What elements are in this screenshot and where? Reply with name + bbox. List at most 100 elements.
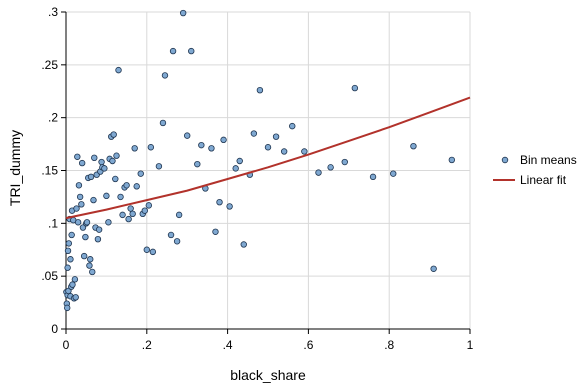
data-point-66 <box>141 207 148 214</box>
data-point-43 <box>98 158 105 166</box>
data-point-88 <box>226 203 233 210</box>
data-point-78 <box>179 9 187 17</box>
data-point-19 <box>73 205 80 212</box>
data-point-89 <box>232 165 239 172</box>
x-axis-title: black_share <box>230 367 306 383</box>
y-tick-label-3: .15 <box>41 164 58 178</box>
y-tick-label-0: 0 <box>51 322 58 336</box>
data-point-98 <box>289 122 296 130</box>
data-point-24 <box>78 201 85 208</box>
x-tick-label-5: 1 <box>467 338 474 352</box>
data-point-41 <box>95 226 103 233</box>
data-point-101 <box>327 164 334 171</box>
y-tick-label-5: .25 <box>41 58 58 72</box>
data-point-82 <box>198 141 205 149</box>
data-point-69 <box>147 144 155 151</box>
x-tick-label-2: .4 <box>223 338 233 352</box>
data-point-81 <box>194 160 201 168</box>
data-point-46 <box>103 192 110 200</box>
data-point-55 <box>117 193 124 201</box>
linear-fit-line <box>65 96 471 220</box>
data-point-59 <box>125 215 132 223</box>
data-point-4 <box>64 264 71 271</box>
data-point-94 <box>256 86 264 94</box>
y-tick-label-4: .2 <box>48 111 58 125</box>
data-point-97 <box>280 148 288 155</box>
x-tick-label-3: .6 <box>303 338 313 352</box>
data-point-28 <box>82 233 89 241</box>
data-point-93 <box>250 130 258 137</box>
data-point-67 <box>143 246 150 253</box>
x-tick-label-4: .8 <box>384 338 394 352</box>
data-point-107 <box>430 265 437 272</box>
data-point-45 <box>101 165 108 172</box>
data-point-106 <box>410 142 417 150</box>
data-point-30 <box>83 219 91 226</box>
scatter-points <box>63 9 456 312</box>
fit-line-group <box>65 96 471 220</box>
data-point-100 <box>315 169 322 176</box>
legend-label-linear-fit: Linear fit <box>520 173 567 187</box>
data-point-79 <box>183 132 191 139</box>
data-point-108 <box>448 156 456 164</box>
data-point-104 <box>369 173 377 181</box>
data-point-25 <box>78 159 86 167</box>
data-point-105 <box>390 170 397 177</box>
data-point-72 <box>159 119 167 127</box>
y-tick-label-1: .05 <box>41 269 58 283</box>
data-point-60 <box>127 205 134 212</box>
data-point-80 <box>188 47 195 55</box>
data-point-58 <box>123 182 130 189</box>
legend-marker-bin-means <box>501 156 509 164</box>
data-point-63 <box>133 183 140 190</box>
y-tick-label-6: .3 <box>48 5 58 19</box>
data-point-74 <box>167 231 175 239</box>
data-point-103 <box>351 84 359 92</box>
data-point-86 <box>216 198 223 206</box>
data-point-5 <box>64 247 72 255</box>
data-point-18 <box>72 294 79 301</box>
data-point-50 <box>109 157 116 165</box>
data-point-32 <box>86 262 93 269</box>
legend-label-bin-means: Bin means <box>520 153 577 167</box>
data-point-37 <box>91 154 98 162</box>
y-axis-title: TRI_dummy <box>7 130 23 206</box>
data-point-40 <box>94 235 102 243</box>
data-point-71 <box>155 163 163 170</box>
data-point-85 <box>212 228 219 235</box>
data-point-52 <box>112 175 119 183</box>
data-point-14 <box>69 281 76 288</box>
x-tick-label-1: .2 <box>142 338 152 352</box>
data-point-53 <box>113 152 120 159</box>
data-point-22 <box>75 182 83 189</box>
data-point-68 <box>145 202 153 209</box>
data-point-34 <box>87 173 95 181</box>
data-point-91 <box>240 241 247 248</box>
data-point-70 <box>149 248 157 256</box>
data-point-27 <box>80 252 88 260</box>
data-point-95 <box>264 144 272 151</box>
data-point-20 <box>74 153 81 160</box>
data-point-47 <box>105 219 112 226</box>
ticks: 0 .2 .4 .6 .8 1 0 .05 .1 .15 .2 .25 .3 <box>41 5 473 352</box>
data-point-102 <box>341 158 348 166</box>
data-point-77 <box>175 211 183 219</box>
data-point-87 <box>220 136 227 144</box>
data-point-36 <box>90 196 97 204</box>
data-point-90 <box>236 157 243 165</box>
data-point-64 <box>137 170 144 177</box>
data-point-21 <box>74 219 82 226</box>
data-point-12 <box>68 231 75 239</box>
data-point-51 <box>110 131 117 138</box>
data-point-96 <box>272 133 280 140</box>
data-point-73 <box>161 72 169 79</box>
data-point-35 <box>89 268 96 276</box>
data-point-75 <box>169 47 177 55</box>
data-point-7 <box>65 240 73 247</box>
data-point-62 <box>131 145 138 152</box>
data-point-84 <box>208 145 215 152</box>
data-point-61 <box>129 210 136 218</box>
data-point-2 <box>64 304 71 312</box>
